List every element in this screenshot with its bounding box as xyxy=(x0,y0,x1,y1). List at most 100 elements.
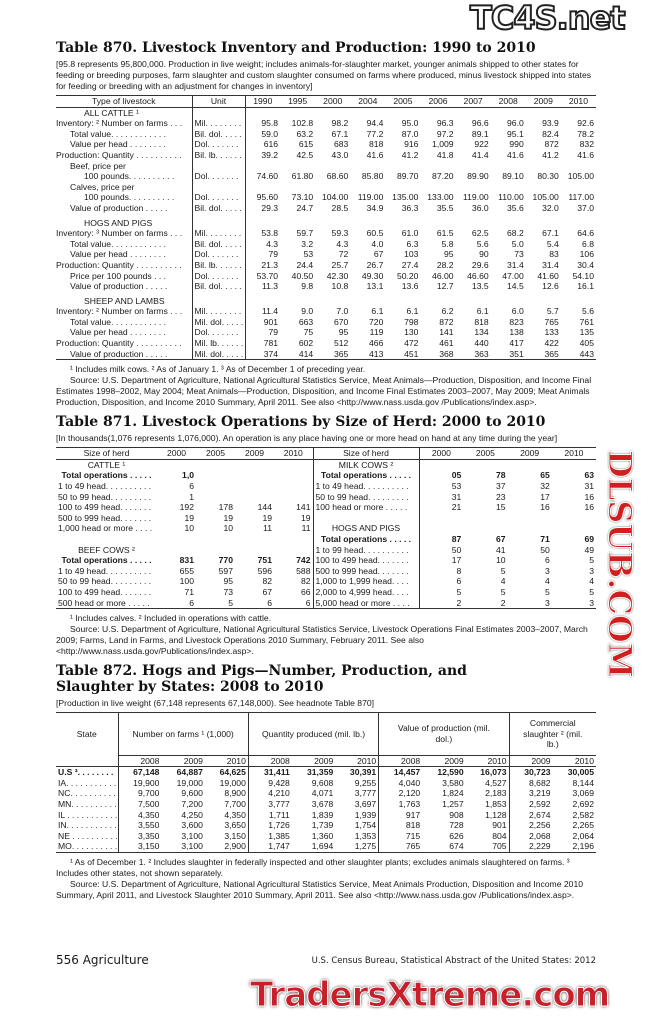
table-row: 500 to 999 head. . . . . . . 19 19 19 19 xyxy=(56,512,596,524)
value-cell xyxy=(280,107,315,118)
row-label: Value of production . . . . . xyxy=(70,202,168,213)
value-cell: 1,747 xyxy=(247,841,292,854)
value-cell: 3 xyxy=(551,597,596,610)
row-label: 500 to 999 head. . . . . . . xyxy=(312,565,419,577)
table-row: MN. . . . . . . . . . 7,500 7,200 7,700 3,77… xyxy=(56,799,596,810)
value-cell: 3,697 xyxy=(354,799,377,810)
value-cell: 68.2 xyxy=(507,228,524,239)
value-cell xyxy=(350,107,385,118)
value-cell: 588 xyxy=(296,565,311,576)
row-label: 1 to 49 head. . . . . . . . . . xyxy=(58,481,152,492)
value-cell: 19,000 xyxy=(219,777,246,788)
value-cell: 720 xyxy=(369,316,384,327)
value-cell: 9,428 xyxy=(247,777,292,789)
table-row: IL . . . . . . . . . . . 4,350 4,250 4,350 1… xyxy=(56,809,596,821)
value-cell: 133 xyxy=(544,327,559,338)
value-cell: 3,777 xyxy=(354,788,377,799)
column-header: 2005 xyxy=(385,95,421,108)
value-cell: 3.2 xyxy=(301,238,314,249)
table-row: IN. . . . . . . . . . . 3,550 3,600 3,650 1,… xyxy=(56,820,596,831)
value-cell: 96.6 xyxy=(471,118,489,129)
value-cell: 6.2 xyxy=(441,306,454,317)
column-header: 2006 xyxy=(420,95,456,108)
value-cell: 133.00 xyxy=(427,192,454,203)
table-row: HOGS AND PIGS xyxy=(56,217,596,229)
value-cell: 414 xyxy=(280,348,316,361)
value-cell: 4 xyxy=(500,576,506,587)
value-cell: 31.4 xyxy=(542,259,559,270)
table-871-source: Source: U.S. Department of Agriculture, … xyxy=(56,624,588,657)
table-row: SHEEP AND LAMBS xyxy=(56,295,596,307)
value-cell: 3,580 xyxy=(442,777,464,788)
value-cell: 1,853 xyxy=(485,799,507,810)
value-cell: 141 xyxy=(296,502,311,513)
value-cell: 440 xyxy=(474,338,489,349)
value-cell: 3,550 xyxy=(117,820,162,831)
value-cell xyxy=(561,161,596,172)
value-cell: 2,692 xyxy=(572,799,594,810)
value-cell: 6.3 xyxy=(406,238,419,249)
value-cell: 3,600 xyxy=(181,820,203,831)
value-cell: 141 xyxy=(439,327,454,338)
value-cell: 5 xyxy=(589,555,594,566)
value-cell: 7.0 xyxy=(336,306,349,317)
state-header-spacer xyxy=(56,755,118,768)
value-cell: 901 xyxy=(492,820,507,831)
row-label xyxy=(312,512,419,524)
value-cell: 674 xyxy=(422,841,466,854)
value-cell: 917 xyxy=(378,809,423,821)
value-cell: 95 xyxy=(223,576,233,587)
value-cell: 64,625 xyxy=(219,767,246,778)
value-cell: 78 xyxy=(495,470,506,481)
value-cell: 4,250 xyxy=(181,809,203,820)
value-cell: 12.6 xyxy=(542,281,559,292)
unit-cell: Dol. . . . . . . xyxy=(191,327,245,339)
value-cell: 1,0 xyxy=(182,470,194,481)
table-871-footnotes: ¹ Includes calves. ² Included in operati… xyxy=(70,613,272,624)
value-cell xyxy=(456,218,491,229)
row-label: Total value. . . . . . . . . . . . xyxy=(70,128,166,139)
row-label: CATTLE ¹ xyxy=(87,459,126,470)
table-row xyxy=(56,291,596,296)
value-cell: 823 xyxy=(509,316,524,327)
column-header: 2009 xyxy=(507,447,552,460)
value-cell: 119 xyxy=(369,327,384,338)
value-cell: 41 xyxy=(495,544,506,555)
value-cell xyxy=(157,545,196,556)
value-cell xyxy=(235,459,274,470)
value-cell: 16 xyxy=(584,502,594,513)
value-cell: 28.5 xyxy=(331,202,349,213)
row-label xyxy=(56,534,157,545)
column-header: 2000 xyxy=(315,95,351,108)
value-cell: 67.1 xyxy=(331,128,349,139)
value-cell xyxy=(385,107,420,118)
value-cell: 6 xyxy=(235,597,274,610)
value-cell xyxy=(463,459,507,470)
table-row: Total operations . . . . . 831 770 751 742 10… xyxy=(56,555,596,566)
table-872-title: Table 872. Hogs and Pigs—Number, Product… xyxy=(56,663,467,696)
value-cell: 417 xyxy=(509,338,524,349)
table-row: 50 to 99 head. . . . . . . . . 100 95 82 82 1… xyxy=(56,576,596,587)
table-870-notes: ¹ Includes milk cows. ² As of January 1.… xyxy=(56,364,596,408)
unit-cell xyxy=(191,295,245,307)
year-header: 2009 xyxy=(508,755,553,768)
value-cell: 5.4 xyxy=(546,238,559,249)
value-cell: 5 xyxy=(418,586,464,598)
row-label: Total value. . . . . . . . . . . . xyxy=(70,316,166,327)
value-cell: 872 xyxy=(544,139,559,150)
value-cell xyxy=(315,107,350,118)
year-header: 2010 xyxy=(204,755,249,768)
value-cell: 9,600 xyxy=(181,788,203,799)
value-cell xyxy=(196,470,235,481)
value-cell: 63.2 xyxy=(296,128,314,139)
value-cell xyxy=(463,523,507,534)
value-cell: 74.60 xyxy=(244,171,281,182)
value-cell: 41.6 xyxy=(577,149,594,160)
value-cell xyxy=(315,218,350,229)
value-cell: 365 xyxy=(315,348,351,361)
value-cell: 2,582 xyxy=(572,809,594,820)
row-label: 2,000 to 4,999 head. . . . xyxy=(312,586,419,598)
state-label: NE . . . . . . . . . . xyxy=(58,830,118,841)
value-cell: 31,411 xyxy=(247,766,292,778)
value-cell xyxy=(244,217,281,229)
